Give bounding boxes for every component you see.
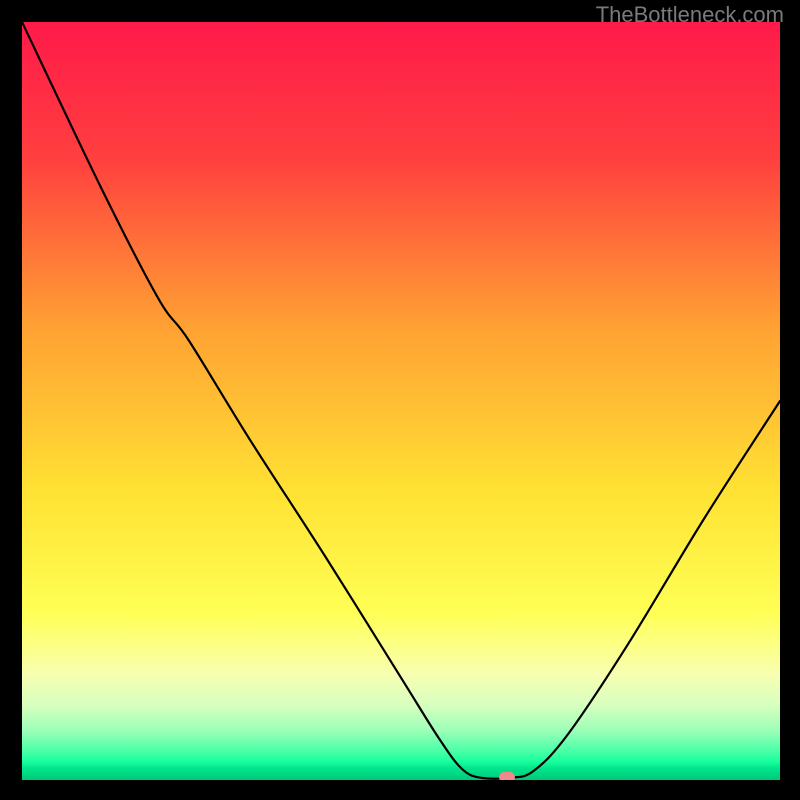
watermark-text: TheBottleneck.com (596, 2, 784, 28)
plot-area (22, 22, 780, 780)
curve-path (22, 22, 780, 779)
optimal-point-marker (499, 772, 515, 780)
chart-stage: { "canvas": { "width": 800, "height": 80… (0, 0, 800, 800)
bottleneck-curve (22, 22, 780, 780)
